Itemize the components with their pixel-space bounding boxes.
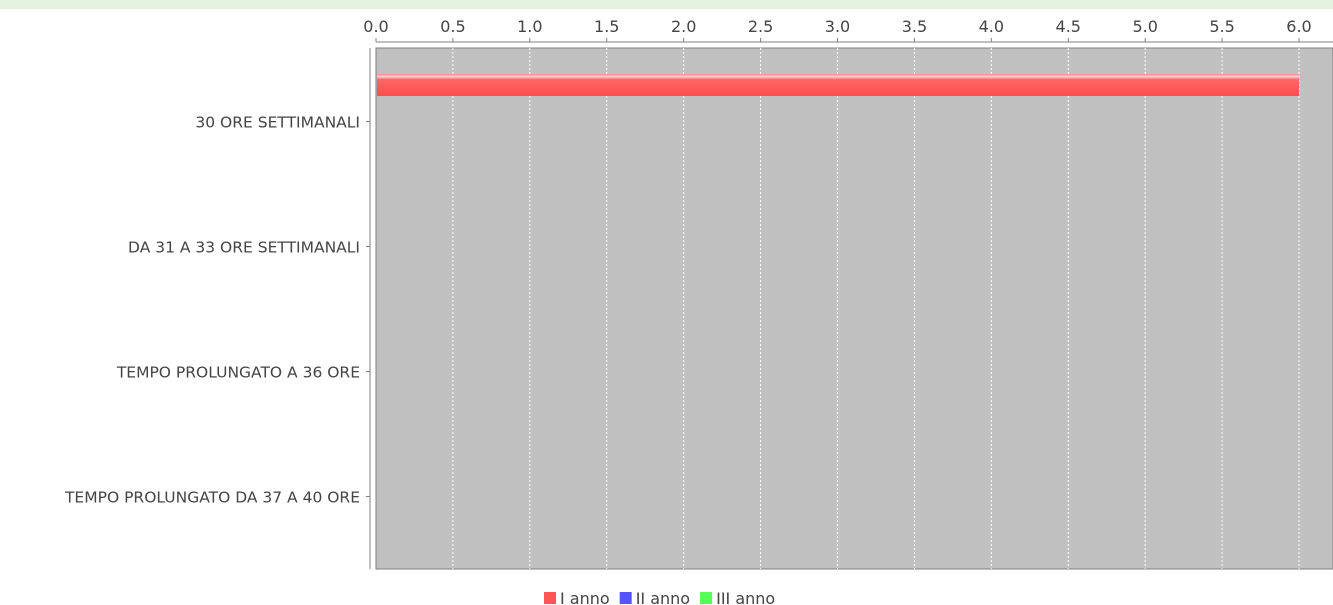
x-axis: 0.0 0.5 1.0 1.5 2.0 2.5 3.0 3.5 4.0 4.5 5.0 5.5 6.0 bbox=[363, 17, 1333, 43]
x-tick-label: 1.0 bbox=[517, 17, 542, 36]
legend-swatch bbox=[544, 592, 556, 604]
y-axis: 30 ORE SETTIMANALI DA 31 A 33 ORE SETTIMA… bbox=[64, 48, 371, 569]
legend-swatch bbox=[619, 592, 632, 604]
x-tick-label: 0.5 bbox=[440, 17, 465, 36]
x-tick-label: 4.5 bbox=[1056, 17, 1081, 36]
plot-area bbox=[375, 47, 1333, 570]
legend-label: I anno bbox=[560, 589, 610, 605]
x-tick-label: 5.5 bbox=[1209, 17, 1234, 36]
top-strip bbox=[0, 0, 1333, 9]
legend-label: III anno bbox=[716, 589, 775, 605]
x-tick-label: 2.5 bbox=[748, 17, 773, 36]
x-tick-label: 1.5 bbox=[594, 17, 619, 36]
grid-layer bbox=[452, 48, 1300, 569]
y-category-label: 30 ORE SETTIMANALI bbox=[195, 114, 360, 132]
x-tick-label: 0.0 bbox=[363, 17, 388, 36]
y-category-label: DA 31 A 33 ORE SETTIMANALI bbox=[128, 239, 360, 257]
bar-layer bbox=[377, 74, 1299, 96]
x-tick-label: 2.0 bbox=[671, 17, 696, 36]
legend-swatch bbox=[700, 592, 713, 604]
legend: I anno II anno III anno bbox=[544, 589, 775, 605]
x-tick-label: 3.5 bbox=[902, 17, 927, 36]
y-category-label: TEMPO PROLUNGATO A 36 ORE bbox=[116, 364, 360, 382]
x-tick-label: 4.0 bbox=[979, 17, 1004, 36]
x-tick-label: 6.0 bbox=[1286, 17, 1311, 36]
y-category-label: TEMPO PROLUNGATO DA 37 A 40 ORE bbox=[64, 489, 360, 507]
bar-i-anno bbox=[377, 74, 1299, 96]
legend-label: II anno bbox=[636, 589, 690, 605]
x-tick-label: 5.0 bbox=[1132, 17, 1157, 36]
x-tick-label: 3.0 bbox=[825, 17, 850, 36]
